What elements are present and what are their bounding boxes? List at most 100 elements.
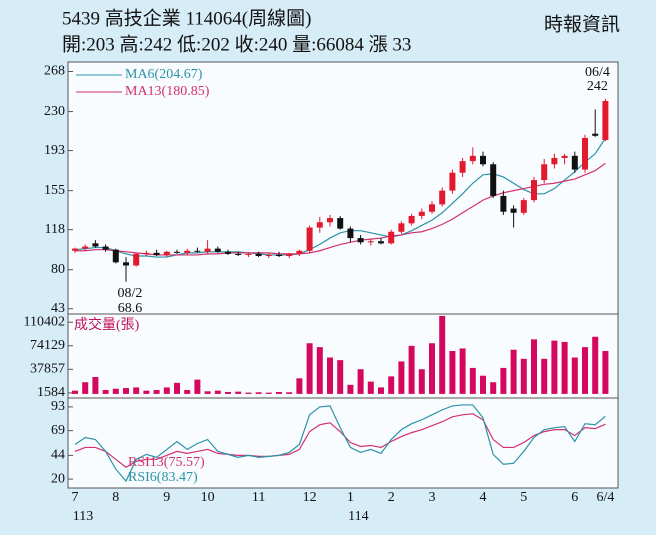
source: 時報資訊	[544, 13, 620, 35]
bar	[225, 391, 231, 394]
bar	[571, 357, 578, 394]
candle-body	[133, 253, 140, 266]
candle-body	[459, 161, 466, 173]
y-tick-label: 110402	[24, 314, 65, 329]
candle-body	[337, 218, 344, 229]
candle-body	[184, 250, 191, 253]
bar	[255, 392, 262, 394]
bar	[265, 392, 272, 394]
bar	[174, 382, 180, 394]
bar	[531, 339, 537, 394]
candle-body	[225, 251, 231, 254]
bar	[235, 391, 242, 394]
legend-label: MA6(204.67)	[125, 67, 203, 82]
bar	[561, 341, 568, 394]
candle-body	[214, 248, 221, 252]
bar	[480, 375, 486, 394]
bar	[367, 381, 374, 394]
candle-body	[418, 211, 425, 216]
candle-body	[408, 215, 415, 224]
x-tick-label: 2	[388, 490, 395, 505]
candle-body	[388, 231, 395, 244]
plot-frame	[67, 61, 619, 489]
candle-body	[561, 155, 568, 158]
candle-body	[306, 227, 313, 251]
annotation-date: 08/2	[118, 286, 143, 301]
y-tick-label: 93	[51, 399, 65, 414]
candle-body	[296, 250, 303, 254]
x-tick-label: 10	[201, 490, 215, 505]
bar	[388, 376, 395, 394]
bar	[541, 358, 548, 394]
x-tick-label: 1	[347, 490, 354, 505]
candle-body	[378, 241, 384, 244]
bar	[204, 391, 211, 394]
bar	[449, 351, 456, 394]
candle-body	[265, 254, 272, 257]
candle-body	[500, 195, 507, 212]
candle-body	[449, 172, 456, 191]
annotation-price: 68.6	[118, 301, 143, 316]
candle-body	[429, 204, 435, 212]
series-line	[75, 162, 606, 256]
y-tick-label: 1584	[37, 385, 65, 400]
candle-body	[327, 218, 333, 223]
x-year-label: 113	[73, 509, 93, 524]
candle-body	[143, 252, 150, 254]
bar	[123, 388, 129, 394]
candle-body	[367, 241, 374, 243]
bar	[327, 357, 333, 394]
y-tick-label: 268	[44, 64, 65, 79]
candle-body	[541, 164, 548, 181]
candle-body	[153, 252, 160, 255]
candle-body	[520, 200, 527, 213]
bar	[163, 387, 170, 394]
bar	[490, 382, 497, 394]
candle-body	[204, 248, 211, 252]
candle-body	[235, 253, 242, 255]
y-tick-label: 230	[44, 104, 65, 119]
bar	[510, 349, 517, 394]
bar	[112, 388, 119, 394]
bar	[398, 361, 405, 394]
candle-body	[480, 155, 486, 165]
candle-body	[174, 251, 180, 253]
candle-body	[592, 133, 599, 136]
candle-body	[571, 155, 578, 170]
series-line	[74, 413, 606, 468]
bar	[357, 369, 364, 394]
bar	[286, 392, 293, 394]
candle-body	[602, 101, 609, 141]
y-tick-label: 44	[51, 448, 65, 463]
candle-body	[72, 248, 78, 251]
bar	[92, 377, 99, 394]
y-tick-label: 43	[51, 301, 65, 316]
bar	[520, 358, 527, 394]
bar	[153, 390, 160, 394]
x-year-label: 114	[348, 509, 368, 524]
candle-body	[316, 222, 323, 228]
candle-body	[551, 157, 558, 165]
x-tick-label: 12	[303, 490, 317, 505]
candle-body	[439, 190, 446, 205]
bar	[459, 348, 466, 394]
x-tick-label: 6/4	[596, 490, 614, 505]
candle-body	[469, 155, 476, 162]
bar	[214, 390, 221, 394]
bar	[194, 379, 201, 394]
chart-title: 5439 高技企業 114064(周線圖)	[62, 7, 311, 29]
candle-body	[347, 228, 354, 239]
candle-body	[531, 180, 537, 201]
candle-body	[582, 137, 588, 170]
bar	[439, 315, 446, 394]
bar	[306, 343, 313, 394]
candle-body	[245, 253, 252, 255]
legend-label: RSI13(75.57)	[128, 455, 205, 470]
y-tick-label: 69	[51, 423, 65, 438]
candle-body	[82, 246, 89, 249]
bar	[296, 378, 303, 394]
bar	[133, 387, 140, 394]
bar	[82, 382, 89, 394]
candle-body	[163, 251, 170, 255]
